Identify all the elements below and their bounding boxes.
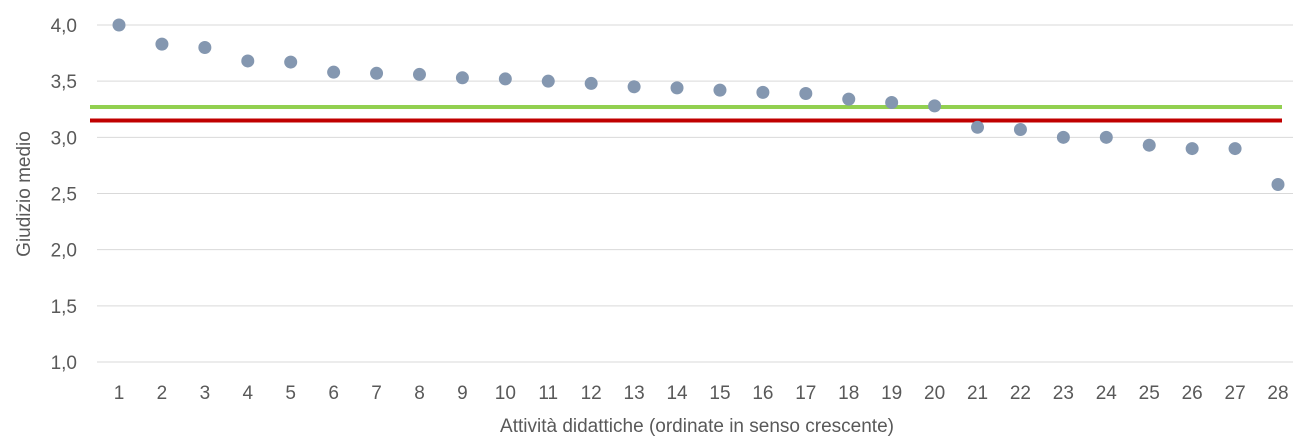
x-tick-label: 17 bbox=[795, 383, 816, 404]
x-tick-label: 24 bbox=[1096, 383, 1118, 404]
x-tick-label: 11 bbox=[538, 383, 558, 404]
data-point bbox=[1228, 142, 1242, 156]
x-tick-label: 18 bbox=[838, 383, 859, 404]
x-tick-label: 14 bbox=[666, 383, 688, 404]
y-tick-label: 2,0 bbox=[51, 241, 77, 262]
data-point bbox=[713, 83, 727, 97]
x-tick-label: 25 bbox=[1139, 383, 1160, 404]
data-point bbox=[455, 71, 469, 85]
data-point bbox=[1056, 130, 1070, 144]
x-tick-label: 28 bbox=[1267, 383, 1288, 404]
x-tick-label: 20 bbox=[924, 383, 945, 404]
x-tick-label: 4 bbox=[242, 383, 253, 404]
x-tick-label: 16 bbox=[752, 383, 773, 404]
data-points bbox=[112, 18, 1285, 192]
data-point bbox=[627, 80, 641, 94]
data-point bbox=[756, 85, 770, 99]
y-axis-title: Giudizio medio bbox=[14, 131, 35, 257]
data-point bbox=[412, 67, 426, 81]
x-tick-label: 13 bbox=[624, 383, 645, 404]
data-point bbox=[112, 18, 126, 32]
x-axis-title: Attività didattiche (ordinate in senso c… bbox=[500, 416, 894, 437]
data-point bbox=[928, 99, 942, 113]
x-tick-label: 5 bbox=[285, 383, 296, 404]
y-tick-labels: 1,0 1,5 2,0 2,5 3,0 3,5 4,0 bbox=[51, 16, 77, 374]
y-tick-label: 4,0 bbox=[51, 16, 77, 37]
x-tick-label: 3 bbox=[200, 383, 211, 404]
x-tick-label: 2 bbox=[157, 383, 168, 404]
data-point bbox=[498, 72, 512, 86]
x-tick-label: 27 bbox=[1225, 383, 1246, 404]
x-tick-label: 23 bbox=[1053, 383, 1074, 404]
data-point bbox=[1185, 142, 1199, 156]
data-point bbox=[284, 55, 298, 69]
y-tick-label: 1,0 bbox=[51, 353, 77, 374]
data-point bbox=[155, 37, 169, 51]
data-point bbox=[1099, 130, 1113, 144]
gridlines bbox=[97, 24, 1293, 363]
data-point bbox=[971, 120, 985, 134]
x-tick-label: 19 bbox=[881, 383, 902, 404]
x-tick-label: 21 bbox=[967, 383, 988, 404]
x-tick-label: 9 bbox=[457, 383, 468, 404]
data-point bbox=[799, 87, 813, 101]
y-tick-label: 1,5 bbox=[51, 297, 77, 318]
data-point bbox=[327, 65, 341, 79]
x-tick-label: 7 bbox=[371, 383, 382, 404]
reference-lines bbox=[90, 105, 1282, 123]
data-point bbox=[1271, 178, 1285, 192]
data-point bbox=[1013, 122, 1027, 136]
data-point bbox=[370, 66, 384, 80]
x-tick-label: 8 bbox=[414, 383, 425, 404]
data-point bbox=[241, 54, 255, 68]
y-tick-label: 2,5 bbox=[51, 185, 77, 206]
data-point bbox=[198, 40, 212, 54]
x-tick-label: 15 bbox=[709, 383, 730, 404]
data-point bbox=[885, 96, 899, 110]
x-tick-labels: 1 2 3 4 5 6 7 8 9 10 11 12 13 14 15 16 17 18 19 20 21 22 23 24 2… bbox=[114, 383, 1289, 404]
data-point bbox=[584, 76, 598, 90]
data-point bbox=[541, 74, 555, 88]
data-point bbox=[670, 81, 684, 95]
x-tick-label: 1 bbox=[114, 383, 125, 404]
y-tick-label: 3,0 bbox=[51, 128, 77, 149]
data-point bbox=[1142, 138, 1156, 152]
x-tick-label: 10 bbox=[495, 383, 516, 404]
y-tick-label: 3,5 bbox=[51, 72, 77, 93]
data-point bbox=[842, 92, 856, 106]
x-tick-label: 6 bbox=[328, 383, 339, 404]
x-tick-label: 12 bbox=[581, 383, 602, 404]
x-tick-label: 26 bbox=[1182, 383, 1203, 404]
x-tick-label: 22 bbox=[1010, 383, 1031, 404]
